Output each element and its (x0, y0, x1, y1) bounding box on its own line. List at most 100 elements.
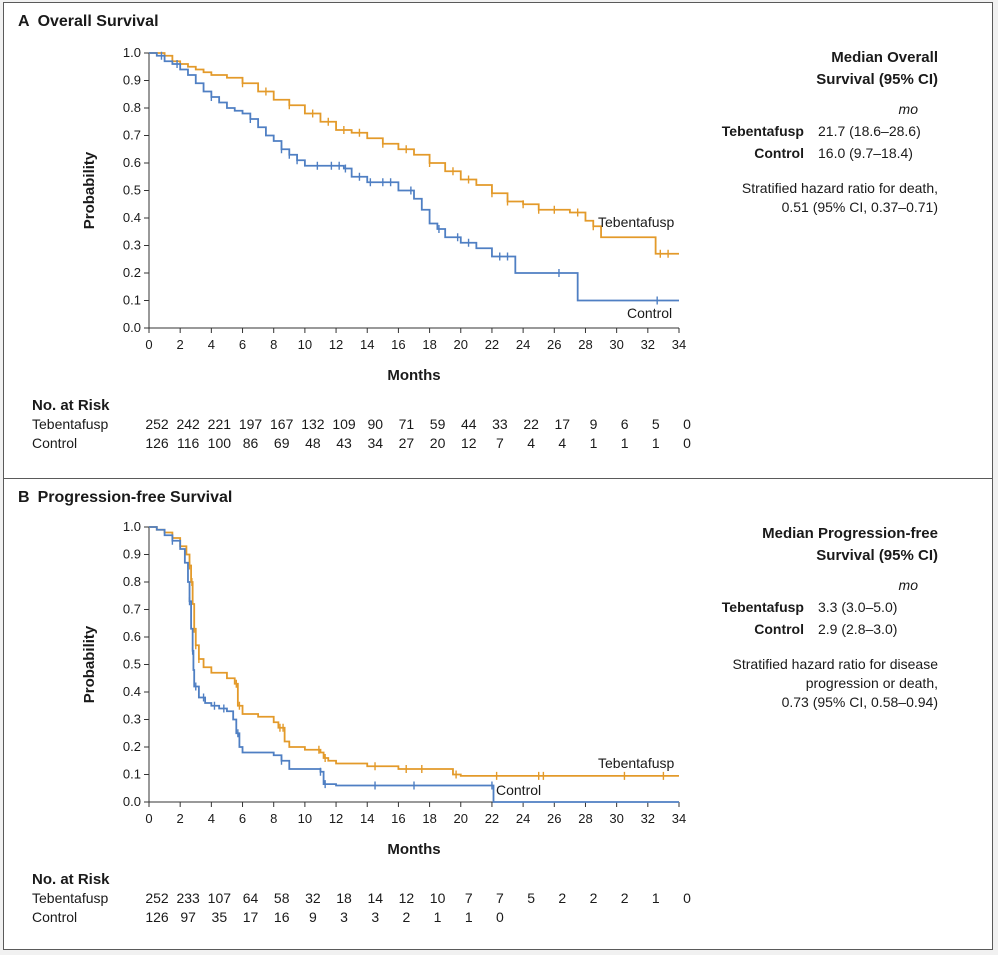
pfs-x-tick-label: 32 (641, 811, 655, 826)
risk-cell: 32 (305, 890, 321, 906)
risk-cell: 2 (402, 909, 411, 925)
risk-b-title: No. at Risk (32, 871, 110, 888)
os-y-tick-label: 0.5 (123, 183, 141, 198)
legend-b-hr-line2: progression or death, (805, 675, 938, 691)
os-x-tick-label: 20 (454, 337, 468, 352)
pfs-y-tick-label: 0.4 (123, 684, 141, 699)
legend-b-hr-line3: 0.73 (95% CI, 0.58–0.94) (781, 694, 938, 710)
pfs-x-tick-label: 10 (298, 811, 312, 826)
pfs-x-tick-label: 0 (145, 811, 152, 826)
risk-cell: 48 (305, 435, 321, 451)
risk-cell: 10 (429, 890, 446, 906)
risk-cell: 1 (433, 909, 442, 925)
panel-b-legend: Median Progression-free Survival (95% CI… (722, 523, 938, 712)
os-x-axis-title: Months (387, 367, 440, 384)
os-x-tick-label: 32 (641, 337, 655, 352)
risk-cell: 90 (367, 416, 384, 432)
os-y-tick-label: 0.7 (123, 128, 141, 143)
risk-cell: 1 (620, 435, 629, 451)
risk-cell: 58 (273, 890, 290, 906)
risk-cell: 100 (207, 435, 232, 451)
risk-cell: 20 (429, 435, 446, 451)
legend-b-unit: mo (898, 577, 918, 593)
risk-cell: 4 (558, 435, 567, 451)
risk-cell: 6 (620, 416, 629, 432)
legend-a-value-tebentafusp: 21.7 (18.6–28.6) (818, 123, 921, 139)
risk-b-row-control: Control 126 97 35 17 16 9 3 3 2 1 1 0 (32, 909, 504, 928)
os-x-tick-label: 2 (177, 337, 184, 352)
panel-a-title: A Overall Survival (18, 13, 159, 31)
os-x-tick-label: 18 (422, 337, 436, 352)
panel-b-letter: B (18, 489, 30, 506)
os-curve-label-control: Control (627, 305, 672, 321)
os-x-tick-label: 4 (208, 337, 215, 352)
os-x-tick-label: 6 (239, 337, 246, 352)
pfs-y-tick-label: 0.5 (123, 657, 141, 672)
risk-cell: 221 (207, 416, 232, 432)
pfs-x-tick-label: 12 (329, 811, 343, 826)
risk-cell: 86 (242, 435, 259, 451)
panel-a-risk-table: No. at Risk Tebentafusp 252 242 221 197 167 1… (32, 397, 691, 454)
risk-cell: 5 (651, 416, 660, 432)
os-x-tick-label: 0 (145, 337, 152, 352)
legend-a-row-tebentafusp: Tebentafusp 21.7 (18.6–28.6) (722, 121, 938, 141)
risk-cell: 0 (683, 435, 691, 451)
pfs-y-tick-label: 0.9 (123, 547, 141, 562)
os-y-tick-label: 0.4 (123, 210, 141, 225)
legend-a-hr-line1: Stratified hazard ratio for death, (741, 180, 938, 196)
legend-a-value-control: 16.0 (9.7–18.4) (818, 145, 913, 161)
risk-cell: 126 (145, 435, 169, 451)
panel-b-title: B Progression-free Survival (18, 489, 232, 507)
panel-overall-survival: A Overall Survival 0.0 0.1 0.2 0.3 0.4 0.5 0.6 0… (4, 3, 992, 477)
legend-b-name-control: Control (754, 621, 804, 637)
pfs-curve-label-control: Control (496, 782, 541, 798)
overall-survival-chart: 0.00.10.20.30.40.50.60.70.80.91.00 2 4 6 8 10… (81, 45, 686, 384)
os-x-tick-label: 8 (270, 337, 277, 352)
panel-a-title-text: Overall Survival (37, 13, 159, 30)
risk-cell: 22 (523, 416, 539, 432)
pfs-x-tick-label: 14 (360, 811, 374, 826)
legend-b-name-tebentafusp: Tebentafusp (721, 599, 804, 615)
pfs-x-axis-title: Months (387, 841, 440, 858)
risk-b-label-tebentafusp: Tebentafusp (32, 890, 109, 906)
risk-cell: 44 (460, 416, 477, 432)
pfs-y-tick-label: 0.3 (123, 712, 141, 727)
os-y-tick-label: 0.8 (123, 100, 141, 115)
risk-cell: 12 (398, 890, 415, 906)
os-y-tick-label: 1.0 (123, 45, 141, 60)
os-x-tick-label: 12 (329, 337, 343, 352)
pfs-x-tick-label: 26 (547, 811, 561, 826)
legend-b-title-line2: Survival (95% CI) (816, 547, 938, 564)
figure-frame: A Overall Survival 0.0 0.1 0.2 0.3 0.4 0.5 0.6 0… (3, 2, 993, 950)
risk-cell: 4 (527, 435, 535, 451)
legend-a-row-control: Control 16.0 (9.7–18.4) (722, 143, 938, 163)
risk-b-label-control: Control (32, 909, 78, 925)
risk-cell: 1 (464, 909, 473, 925)
risk-cell: 109 (332, 416, 356, 432)
pfs-x-tick-label: 30 (609, 811, 623, 826)
pfs-x-tick-label: 28 (578, 811, 592, 826)
os-y-tick-label: 0.6 (123, 155, 141, 170)
legend-b-row-control: Control 2.9 (2.8–3.0) (722, 619, 938, 639)
legend-b-row-tebentafusp: Tebentafusp 3.3 (3.0–5.0) (722, 597, 938, 617)
pfs-y-tick-label: 0.6 (123, 629, 141, 644)
risk-cell: 17 (242, 909, 259, 925)
risk-a-row-tebentafusp: Tebentafusp 252 242 221 197 167 132 109 90 71 59 4… (32, 416, 691, 435)
risk-a-label-tebentafusp: Tebentafusp (32, 416, 109, 432)
pfs-x-tick-label: 34 (672, 811, 686, 826)
legend-a-name-tebentafusp: Tebentafusp (721, 123, 804, 139)
pfs-x-tick-label: 6 (239, 811, 246, 826)
risk-a-row-control: Control 126 116 100 86 69 48 43 34 27 20 12 7 4 4 1 1 1 0 (32, 435, 691, 454)
risk-cell: 1 (589, 435, 598, 451)
pfs-curve-label-tebentafusp: Tebentafusp (598, 755, 674, 771)
risk-cell: 1 (651, 890, 660, 906)
risk-cell: 252 (145, 416, 169, 432)
legend-a-title-line1: Median Overall (831, 49, 938, 66)
os-y-tick-label: 0.0 (123, 320, 141, 335)
legend-b-hr-line1: Stratified hazard ratio for disease (732, 656, 938, 672)
risk-cell: 1 (651, 435, 660, 451)
risk-cell: 69 (273, 435, 290, 451)
pfs-x-tick-label: 2 (177, 811, 184, 826)
risk-cell: 3 (340, 909, 348, 925)
risk-cell: 2 (620, 890, 629, 906)
